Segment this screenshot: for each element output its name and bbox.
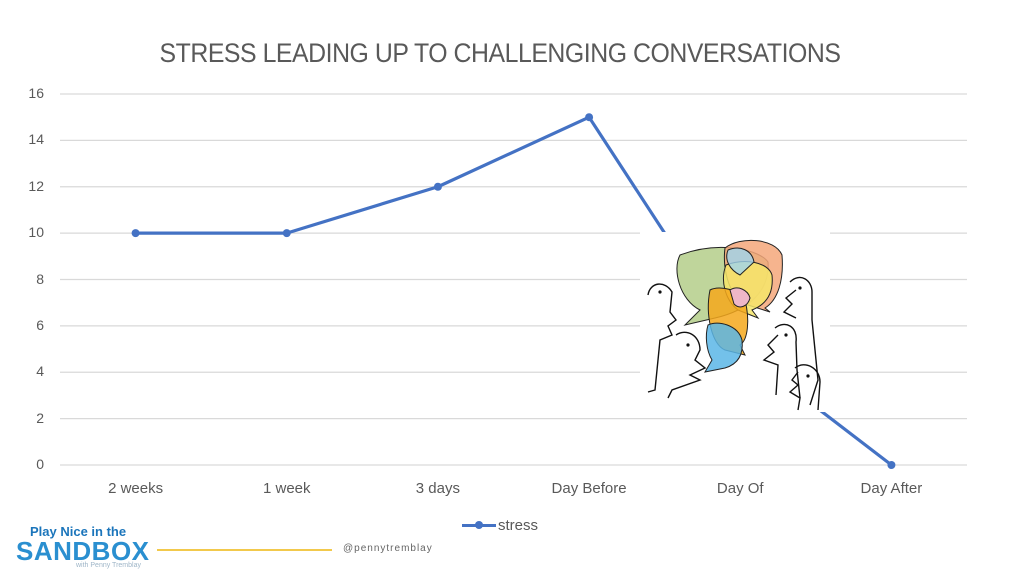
legend-line-marker-icon — [462, 520, 496, 529]
y-tick-label: 4 — [36, 363, 44, 380]
legend: stress — [462, 515, 538, 535]
data-point — [887, 461, 896, 469]
social-handle: @pennytremblay — [343, 543, 433, 554]
y-tick-label: 0 — [36, 456, 44, 472]
y-tick-label: 2 — [36, 409, 44, 426]
x-tick-label: 1 week — [262, 480, 311, 497]
footer-divider — [157, 549, 332, 551]
y-tick-label: 8 — [36, 270, 44, 287]
y-tick-label: 14 — [28, 131, 44, 148]
chart-title: STRESS LEADING UP TO CHALLENGING CONVERS… — [159, 38, 841, 68]
data-point — [433, 182, 442, 191]
y-tick-label: 6 — [36, 316, 44, 333]
x-tick-label: Day Before — [551, 480, 627, 497]
sandbox-logo: Play Nice in the SANDBOX with Penny Trem… — [16, 524, 156, 570]
y-tick-label: 16 — [28, 85, 44, 101]
x-tick-label: Day Of — [716, 480, 764, 497]
legend-label: stress — [498, 516, 539, 534]
conversation-illustration-icon — [640, 232, 830, 412]
x-tick-label: 3 days — [415, 480, 460, 497]
logo-byline: with Penny Tremblay — [76, 562, 141, 569]
y-tick-label: 10 — [28, 224, 44, 241]
x-tick-label: Day After — [860, 480, 923, 497]
logo-tagline: Play Nice in the — [30, 524, 127, 539]
legend-dot-icon — [475, 520, 483, 529]
data-point — [131, 229, 140, 238]
data-point — [585, 113, 594, 122]
x-tick-label: 2 weeks — [108, 480, 164, 497]
logo-wordmark: SANDBOX — [16, 536, 150, 566]
gridlines — [60, 93, 967, 466]
data-point — [282, 229, 291, 238]
y-tick-label: 12 — [28, 177, 44, 194]
